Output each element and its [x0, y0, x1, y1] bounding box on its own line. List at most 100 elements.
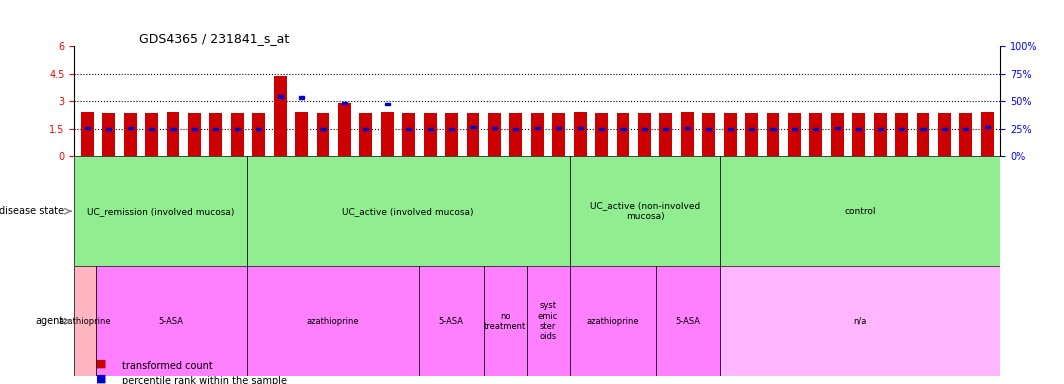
Bar — [663, 127, 668, 130]
FancyBboxPatch shape — [96, 266, 247, 376]
Text: ■: ■ — [96, 374, 106, 384]
Bar — [981, 112, 994, 156]
Bar — [192, 127, 197, 130]
Bar — [128, 127, 133, 129]
Bar — [213, 127, 218, 130]
Bar — [749, 127, 754, 130]
Bar — [874, 113, 886, 156]
Bar — [406, 127, 412, 130]
Bar — [210, 113, 222, 156]
Bar — [942, 127, 947, 130]
Bar — [595, 113, 608, 156]
Bar — [363, 127, 368, 130]
Text: 5-ASA: 5-ASA — [676, 317, 700, 326]
Bar — [106, 127, 112, 130]
Bar — [256, 127, 262, 130]
FancyBboxPatch shape — [527, 266, 569, 376]
Bar — [938, 113, 951, 156]
Bar — [513, 127, 518, 130]
Text: control: control — [845, 207, 876, 216]
Bar — [381, 112, 394, 156]
Bar — [578, 127, 583, 129]
Bar — [428, 127, 433, 130]
Bar — [445, 113, 458, 156]
Bar — [985, 126, 990, 128]
Bar — [102, 113, 115, 156]
Text: azathioprine: azathioprine — [306, 317, 360, 326]
Bar — [145, 113, 159, 156]
Bar — [252, 113, 265, 156]
Bar — [660, 113, 672, 156]
Bar — [123, 113, 136, 156]
Bar — [317, 113, 330, 156]
Bar — [599, 127, 604, 130]
Bar — [535, 127, 539, 129]
Bar — [423, 113, 436, 156]
FancyBboxPatch shape — [419, 266, 483, 376]
Text: 5-ASA: 5-ASA — [159, 317, 184, 326]
Bar — [728, 127, 733, 130]
Bar — [531, 113, 544, 156]
Bar — [449, 127, 454, 130]
Bar — [792, 127, 797, 130]
Text: UC_active (non-involved
mucosa): UC_active (non-involved mucosa) — [589, 202, 700, 221]
Bar — [620, 127, 626, 130]
Bar — [149, 127, 154, 130]
FancyBboxPatch shape — [247, 266, 419, 376]
Text: UC_active (involved mucosa): UC_active (involved mucosa) — [343, 207, 473, 216]
Bar — [492, 127, 497, 129]
Bar — [899, 127, 904, 130]
Bar — [470, 126, 476, 128]
FancyBboxPatch shape — [74, 156, 247, 266]
Text: n/a: n/a — [853, 317, 867, 326]
Bar — [231, 113, 244, 156]
Text: UC_remission (involved mucosa): UC_remission (involved mucosa) — [87, 207, 234, 216]
Bar — [706, 127, 712, 130]
Bar — [960, 113, 972, 156]
Text: agent: agent — [35, 316, 64, 326]
Bar — [920, 127, 926, 130]
Bar — [81, 112, 94, 156]
Bar — [278, 96, 283, 98]
Bar — [295, 112, 309, 156]
Bar — [878, 127, 883, 130]
FancyBboxPatch shape — [720, 266, 1000, 376]
FancyBboxPatch shape — [569, 156, 720, 266]
Bar — [895, 113, 908, 156]
Bar — [916, 113, 930, 156]
Bar — [85, 127, 89, 129]
Text: GDS4365 / 231841_s_at: GDS4365 / 231841_s_at — [139, 32, 289, 45]
Bar — [770, 127, 776, 130]
Bar — [617, 113, 630, 156]
Bar — [573, 112, 586, 156]
Bar — [188, 113, 201, 156]
Bar — [788, 113, 801, 156]
Bar — [510, 113, 522, 156]
Bar — [852, 113, 865, 156]
FancyBboxPatch shape — [655, 266, 720, 376]
FancyBboxPatch shape — [247, 156, 569, 266]
Bar — [273, 76, 286, 156]
Bar — [402, 113, 415, 156]
Text: syst
emic
ster
oids: syst emic ster oids — [538, 301, 559, 341]
Bar — [488, 113, 501, 156]
Bar — [963, 127, 968, 130]
Bar — [724, 113, 736, 156]
Bar — [638, 113, 651, 156]
Bar — [552, 113, 565, 156]
Bar — [170, 127, 176, 130]
Bar — [857, 127, 862, 130]
Text: azathioprine: azathioprine — [59, 317, 112, 326]
Bar — [299, 96, 304, 99]
FancyBboxPatch shape — [483, 266, 527, 376]
Bar — [681, 112, 694, 156]
Text: ■: ■ — [96, 359, 106, 369]
Bar — [810, 113, 822, 156]
Bar — [235, 127, 239, 130]
Bar — [556, 127, 562, 129]
Bar — [467, 113, 480, 156]
Bar — [385, 103, 389, 105]
Bar — [835, 127, 839, 129]
Text: no
treatment: no treatment — [484, 311, 527, 331]
Bar — [342, 102, 347, 104]
